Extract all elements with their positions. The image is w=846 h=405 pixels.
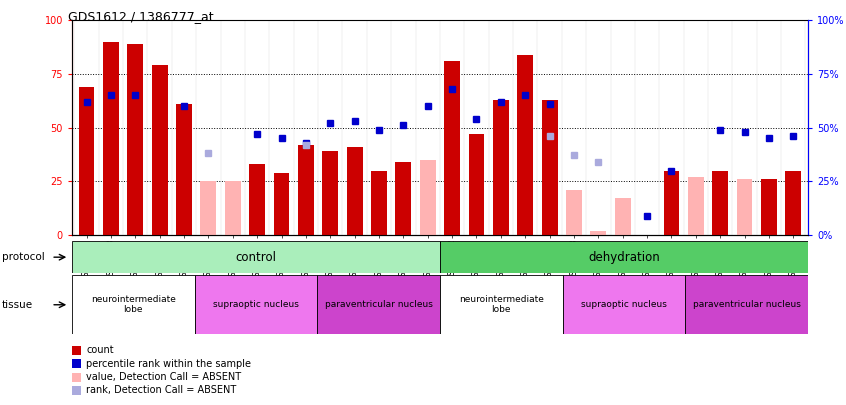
Bar bbox=[688, 177, 704, 235]
Bar bbox=[685, 275, 808, 334]
Bar bbox=[444, 61, 460, 235]
Bar bbox=[591, 230, 607, 235]
Text: paraventricular nucleus: paraventricular nucleus bbox=[693, 300, 800, 309]
Text: percentile rank within the sample: percentile rank within the sample bbox=[86, 359, 251, 369]
Text: paraventricular nucleus: paraventricular nucleus bbox=[325, 300, 432, 309]
Bar bbox=[440, 241, 808, 273]
Bar bbox=[469, 134, 485, 235]
Bar bbox=[615, 198, 630, 235]
Bar bbox=[72, 275, 195, 334]
Bar bbox=[566, 190, 582, 235]
Text: supraoptic nucleus: supraoptic nucleus bbox=[213, 300, 299, 309]
Bar bbox=[273, 173, 289, 235]
Bar bbox=[493, 100, 508, 235]
Bar bbox=[298, 145, 314, 235]
Text: rank, Detection Call = ABSENT: rank, Detection Call = ABSENT bbox=[86, 386, 237, 395]
Bar bbox=[176, 104, 192, 235]
Bar bbox=[201, 181, 217, 235]
Bar bbox=[250, 164, 265, 235]
Bar bbox=[785, 171, 801, 235]
Text: tissue: tissue bbox=[2, 300, 33, 310]
Bar bbox=[317, 275, 440, 334]
Text: dehydration: dehydration bbox=[588, 251, 660, 264]
Bar bbox=[79, 87, 95, 235]
Text: neurointermediate
lobe: neurointermediate lobe bbox=[459, 295, 544, 314]
Bar bbox=[225, 181, 240, 235]
Bar bbox=[371, 171, 387, 235]
Bar bbox=[712, 171, 728, 235]
Bar bbox=[195, 275, 317, 334]
Text: GDS1612 / 1386777_at: GDS1612 / 1386777_at bbox=[68, 10, 213, 23]
Text: neurointermediate
lobe: neurointermediate lobe bbox=[91, 295, 176, 314]
Bar bbox=[420, 160, 436, 235]
Bar bbox=[517, 55, 533, 235]
Bar bbox=[761, 179, 777, 235]
Bar bbox=[440, 275, 563, 334]
Text: control: control bbox=[235, 251, 277, 264]
Bar bbox=[103, 42, 118, 235]
Bar bbox=[151, 65, 168, 235]
Text: supraoptic nucleus: supraoptic nucleus bbox=[581, 300, 667, 309]
Bar bbox=[395, 162, 411, 235]
Bar bbox=[128, 44, 143, 235]
Bar bbox=[563, 275, 685, 334]
Text: value, Detection Call = ABSENT: value, Detection Call = ABSENT bbox=[86, 372, 241, 382]
Bar bbox=[347, 147, 363, 235]
Text: protocol: protocol bbox=[2, 252, 45, 262]
Bar bbox=[541, 100, 558, 235]
Bar bbox=[737, 179, 752, 235]
Bar bbox=[322, 151, 338, 235]
Bar bbox=[72, 241, 440, 273]
Bar bbox=[663, 171, 679, 235]
Text: count: count bbox=[86, 345, 114, 355]
